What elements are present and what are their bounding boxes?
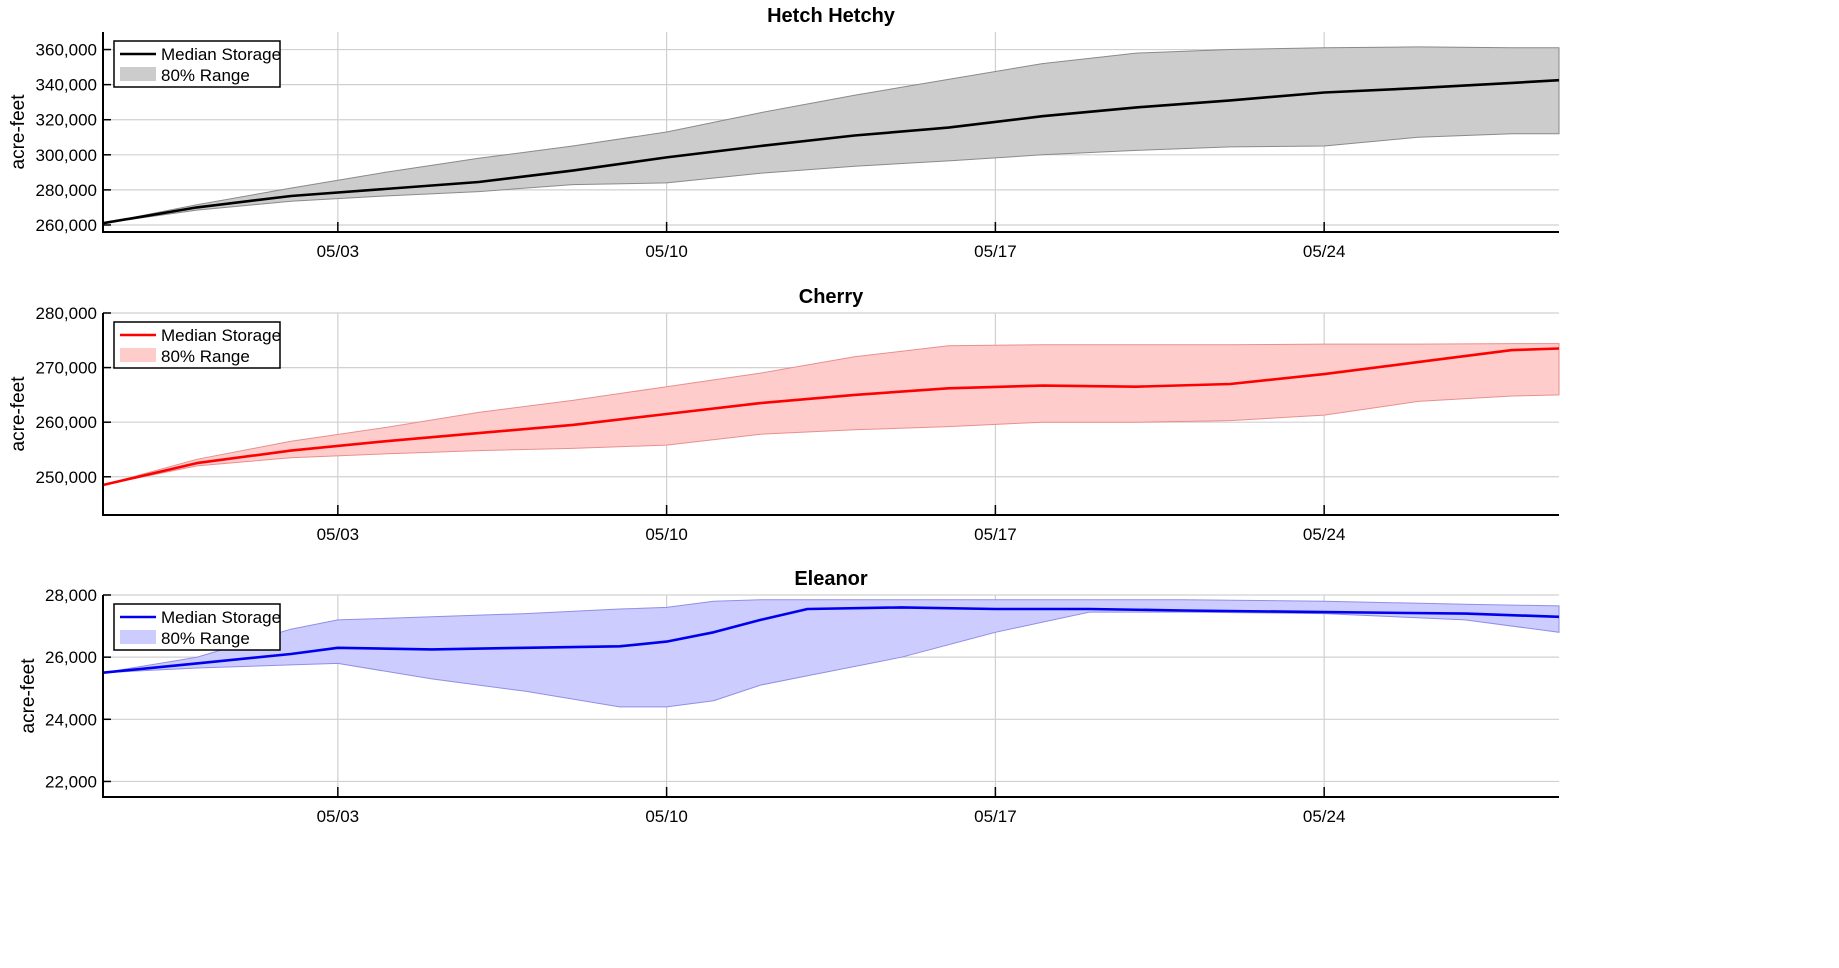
- y-axis-label: acre-feet: [18, 658, 39, 734]
- legend: Median Storage 80% Range: [113, 321, 281, 369]
- band-layer: [102, 46, 1560, 224]
- line-layer: [102, 606, 1560, 674]
- band-layer: [102, 343, 1560, 486]
- y-tick-label: 260,000: [36, 216, 97, 235]
- axes: 260,000 280,000 300,000 320,000 340,000 360,0…: [36, 32, 1559, 261]
- x-tick-label: 05/24: [1303, 242, 1346, 261]
- legend-label-median: Median Storage: [161, 45, 281, 64]
- band-layer: [102, 599, 1560, 708]
- legend-label-median: Median Storage: [161, 608, 281, 627]
- x-tick-label: 05/10: [645, 242, 688, 261]
- y-tick-label: 26,000: [45, 648, 97, 667]
- panel-cherry: 250,000 260,000 270,000 280,000 05/03 05/10 05…: [8, 286, 1560, 544]
- y-tick-label: 360,000: [36, 41, 97, 60]
- panel-hetch-hetchy: 260,000 280,000 300,000 320,000 340,000 360,0…: [8, 5, 1560, 261]
- legend-label-range: 80% Range: [161, 347, 250, 366]
- chart-title: Hetch Hetchy: [767, 5, 896, 27]
- panel-eleanor: 22,000 24,000 26,000 28,000 05/03 05/10 05/17 0…: [18, 568, 1560, 826]
- axes: 250,000 260,000 270,000 280,000 05/03 05/10 05…: [36, 304, 1559, 544]
- chart-title: Eleanor: [794, 568, 868, 590]
- range-band: [102, 46, 1560, 224]
- y-tick-label: 24,000: [45, 710, 97, 729]
- y-tick-label: 28,000: [45, 586, 97, 605]
- y-tick-label: 340,000: [36, 76, 97, 95]
- y-tick-label: 260,000: [36, 413, 97, 432]
- chart-title: Cherry: [799, 286, 864, 308]
- median-storage-line: [102, 78, 1560, 225]
- legend-band-swatch: [120, 67, 156, 81]
- x-tick-label: 05/03: [317, 807, 360, 826]
- x-tick-label: 05/03: [317, 242, 360, 261]
- x-tick-label: 05/17: [974, 807, 1017, 826]
- y-tick-label: 300,000: [36, 146, 97, 165]
- legend-label-range: 80% Range: [161, 629, 250, 648]
- x-tick-label: 05/10: [645, 807, 688, 826]
- y-tick-label: 320,000: [36, 111, 97, 130]
- x-tick-label: 05/24: [1303, 525, 1346, 544]
- x-tick-label: 05/17: [974, 242, 1017, 261]
- axes: 22,000 24,000 26,000 28,000 05/03 05/10 05/17 0…: [45, 586, 1559, 826]
- y-tick-label: 22,000: [45, 772, 97, 791]
- x-tick-label: 05/03: [317, 525, 360, 544]
- legend-band-swatch: [120, 630, 156, 644]
- range-band: [102, 599, 1560, 708]
- legend: Median Storage 80% Range: [113, 603, 281, 651]
- x-tick-label: 05/17: [974, 525, 1017, 544]
- range-band: [102, 343, 1560, 486]
- y-tick-label: 280,000: [36, 304, 97, 323]
- legend-band-swatch: [120, 348, 156, 362]
- y-tick-label: 250,000: [36, 468, 97, 487]
- line-layer: [102, 78, 1560, 225]
- line-layer: [102, 347, 1560, 487]
- y-axis-label: acre-feet: [8, 376, 29, 452]
- x-tick-label: 05/24: [1303, 807, 1346, 826]
- x-tick-label: 05/10: [645, 525, 688, 544]
- legend: Median Storage 80% Range: [113, 40, 281, 88]
- legend-label-range: 80% Range: [161, 66, 250, 85]
- median-storage-line: [102, 347, 1560, 487]
- legend-label-median: Median Storage: [161, 326, 281, 345]
- y-tick-label: 280,000: [36, 181, 97, 200]
- y-tick-label: 270,000: [36, 359, 97, 378]
- median-storage-line: [102, 606, 1560, 674]
- y-axis-label: acre-feet: [8, 94, 29, 170]
